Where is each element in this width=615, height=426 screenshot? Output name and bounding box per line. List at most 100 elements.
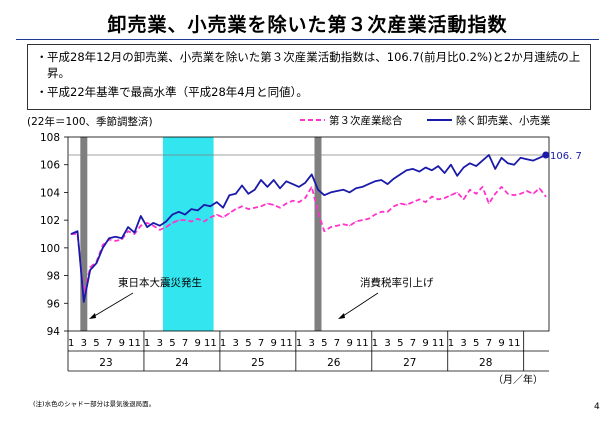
data-point-excl xyxy=(76,230,79,232)
data-point-total xyxy=(292,200,294,202)
x-month-tick-label: 7 xyxy=(106,338,112,349)
data-point-excl xyxy=(304,182,306,184)
data-point-excl xyxy=(393,177,395,180)
end-point-marker xyxy=(542,151,550,159)
data-point-excl xyxy=(235,193,237,195)
x-month-tick-label: 11 xyxy=(280,338,293,349)
x-month-tick-label: 1 xyxy=(220,338,226,349)
data-point-total xyxy=(114,240,117,242)
data-point-excl xyxy=(171,214,174,216)
data-point-excl xyxy=(355,187,357,189)
data-point-total xyxy=(140,225,142,227)
annotation-earthquake-arrowhead xyxy=(89,313,96,319)
x-month-tick-label: 9 xyxy=(346,338,352,349)
x-month-tick-label: 1 xyxy=(372,338,378,349)
data-point-excl xyxy=(349,191,351,194)
data-point-total xyxy=(450,194,452,196)
data-point-total xyxy=(519,193,522,195)
data-point-total xyxy=(317,211,319,213)
x-month-tick-label: 9 xyxy=(422,338,428,349)
data-point-total xyxy=(481,186,484,188)
data-point-total xyxy=(330,226,332,228)
series-line-excl xyxy=(70,154,547,303)
data-point-excl xyxy=(481,159,484,162)
data-point-excl xyxy=(336,190,338,192)
data-point-total xyxy=(159,229,161,231)
data-point-total xyxy=(127,230,129,232)
data-point-total xyxy=(526,190,528,192)
title-underline xyxy=(16,39,599,40)
x-month-tick-label: 9 xyxy=(498,338,504,349)
x-year-label: 28 xyxy=(479,357,492,369)
data-point-total xyxy=(387,211,389,213)
data-point-excl xyxy=(330,191,332,194)
data-point-total xyxy=(285,202,287,205)
y-tick-label: 108 xyxy=(40,132,60,144)
data-point-excl xyxy=(323,194,325,196)
summary-bullet-text: 平成22年基準で最高水準（平成28年4月と同値）。 xyxy=(47,85,308,99)
data-point-total xyxy=(532,193,534,195)
data-point-excl xyxy=(342,189,344,191)
data-point-total xyxy=(152,225,155,227)
data-point-excl xyxy=(298,186,300,188)
legend: 第３次産業総合 除く卸売業、小売業 xyxy=(300,114,551,127)
x-month-tick-label: 3 xyxy=(308,338,314,349)
data-point-total xyxy=(247,208,249,210)
event-bar xyxy=(314,137,322,331)
data-point-total xyxy=(424,201,427,203)
y-tick-label: 98 xyxy=(47,271,60,283)
data-point-total xyxy=(304,197,306,199)
data-point-total xyxy=(393,205,395,207)
data-point-excl xyxy=(102,247,104,249)
data-point-total xyxy=(178,219,180,221)
data-point-excl xyxy=(95,262,98,264)
data-point-excl xyxy=(260,179,262,181)
x-month-tick-label: 1 xyxy=(144,338,150,349)
data-point-excl xyxy=(190,208,193,210)
data-point-excl xyxy=(114,236,117,238)
data-point-total xyxy=(311,186,313,188)
summary-box: ・ 平成28年12月の卸売業、小売業を除いた第３次産業活動指数は、106.7(前… xyxy=(27,44,591,110)
data-point-total xyxy=(336,225,338,227)
data-point-total xyxy=(399,202,401,205)
x-month-tick-label: 5 xyxy=(93,338,99,349)
data-point-total xyxy=(545,195,547,198)
data-point-excl xyxy=(374,180,376,182)
x-month-tick-label: 1 xyxy=(448,338,454,349)
data-point-excl xyxy=(475,165,477,167)
data-point-total xyxy=(241,205,243,207)
x-month-tick-label: 11 xyxy=(356,338,369,349)
data-point-total xyxy=(228,212,230,214)
data-point-total xyxy=(538,187,541,189)
data-point-excl xyxy=(140,215,142,217)
summary-bullet: ・ 平成22年基準で最高水準（平成28年4月と同値）。 xyxy=(36,84,582,100)
data-point-total xyxy=(361,219,363,221)
data-point-total xyxy=(323,230,325,232)
data-point-excl xyxy=(437,165,439,167)
summary-bullet-text: 平成28年12月の卸売業、小売業を除いた第３次産業活動指数は、106.7(前月比… xyxy=(47,50,581,80)
end-value-label: 106. 7 xyxy=(550,151,582,162)
y-tick-label: 104 xyxy=(40,187,60,199)
data-point-excl xyxy=(361,186,363,188)
x-year-label: 24 xyxy=(175,357,189,369)
data-point-excl xyxy=(488,154,490,156)
data-point-excl xyxy=(254,189,256,191)
data-point-total xyxy=(197,218,199,220)
y-tick-label: 100 xyxy=(40,243,60,255)
x-year-label: 27 xyxy=(403,357,416,369)
bullet-marker: ・ xyxy=(36,85,48,99)
x-month-tick-label: 5 xyxy=(245,338,251,349)
x-month-tick-label: 5 xyxy=(473,338,479,349)
data-point-excl xyxy=(513,164,515,166)
x-month-tick-label: 11 xyxy=(204,338,217,349)
data-point-excl xyxy=(532,159,534,162)
data-point-excl xyxy=(519,157,522,159)
footnote: (注)水色のシャドー部分は景気後退局面。 xyxy=(33,400,156,408)
data-point-excl xyxy=(387,183,389,185)
page-number: 4 xyxy=(594,402,600,412)
x-month-tick-label: 7 xyxy=(486,338,492,349)
data-point-excl xyxy=(285,180,287,182)
data-point-total xyxy=(349,225,351,227)
data-point-total xyxy=(412,201,414,203)
data-point-excl xyxy=(108,237,110,239)
